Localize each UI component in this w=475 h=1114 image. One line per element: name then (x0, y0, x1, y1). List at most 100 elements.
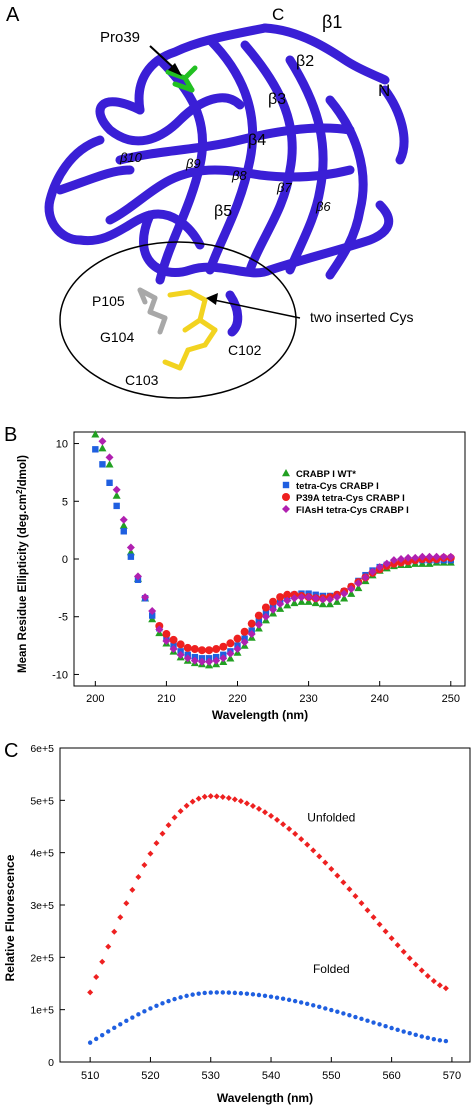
fluorescence-x-tick-label: 570 (443, 1070, 461, 1082)
cd-data-point (226, 654, 235, 662)
fluorescence-data-point (100, 1032, 105, 1038)
fluorescence-data-point (225, 794, 232, 801)
fluorescence-data-point (142, 1009, 147, 1014)
cd-data-point (325, 600, 334, 608)
fluorescence-data-point (322, 859, 329, 866)
label-beta3: β3 (268, 91, 286, 108)
cd-legend-marker (282, 505, 290, 513)
fluorescence-data-point (347, 1013, 352, 1018)
cd-data-point (333, 593, 342, 602)
cd-data-point (162, 630, 171, 639)
fluorescence-data-point (249, 802, 256, 809)
cd-data-point (240, 627, 249, 636)
cd-data-point (233, 645, 242, 654)
fluorescence-data-point (274, 995, 280, 1000)
fluorescence-data-point (335, 1009, 340, 1014)
fluorescence-data-point (341, 1011, 346, 1016)
fluorescence-y-axis-label: Relative Fluorescence (3, 854, 17, 981)
cd-data-point (276, 604, 285, 612)
cd-data-point (283, 601, 292, 609)
cd-data-point (297, 597, 306, 605)
fluorescence-data-point (365, 1018, 370, 1023)
panel-c-fluorescence: C 510 520 530 540 550 560 570 0 1e+5 2e+5 3e+5 4e+5… (0, 740, 475, 1109)
fluorescence-data-point (256, 992, 262, 998)
cd-y-tick-label: -5 (58, 612, 68, 624)
fluorescence-data-point (316, 853, 323, 860)
panel-a-structure: A (0, 0, 475, 400)
label-beta7: β7 (276, 180, 292, 195)
cd-data-point (119, 515, 128, 524)
panel-b-letter: B (4, 424, 18, 446)
fluorescence-data-point (255, 805, 262, 812)
cd-legend-marker (282, 469, 290, 477)
fluorescence-data-point (183, 802, 190, 809)
cd-y-axis-label: Mean Residue Ellipticity (deg.cm2/dmol) (15, 455, 30, 673)
label-two-inserted-cys: two inserted Cys (310, 309, 413, 325)
fluorescence-data-point (412, 961, 419, 968)
cd-data-point (212, 645, 221, 654)
cd-data-point (254, 611, 263, 620)
fluorescence-data-point (286, 825, 293, 832)
fluorescence-x-axis-label: Wavelength (nm) (217, 1091, 313, 1105)
fluorescence-data-point (442, 985, 449, 992)
fluorescence-y-tick-label: 4e+5 (30, 848, 54, 860)
fluorescence-data-point (148, 1006, 153, 1011)
cd-data-point (404, 553, 413, 562)
label-beta6: β6 (315, 199, 331, 214)
fluorescence-data-point (382, 928, 389, 935)
fluorescence-data-point (93, 1036, 99, 1042)
label-n-terminus: N (378, 81, 390, 100)
fluorescence-y-tick-label: 3e+5 (30, 900, 54, 912)
cd-data-point (149, 612, 156, 619)
fluorescence-data-point (286, 997, 292, 1003)
pro39-arrow (149, 45, 177, 71)
fluorescence-data-point (208, 990, 213, 995)
fluorescence-data-point (358, 900, 365, 907)
cd-data-point (183, 643, 192, 652)
fluorescence-data-point (160, 1001, 165, 1006)
cd-y-tick-label: 5 (62, 496, 68, 508)
cd-data-point (340, 589, 349, 598)
cd-data-point (418, 552, 427, 561)
fluorescence-data-point (141, 861, 148, 868)
cd-data-point (197, 646, 206, 655)
cd-x-tick-label: 220 (228, 693, 246, 705)
cd-y-tick-label: -10 (52, 669, 68, 681)
label-g104: G104 (100, 329, 134, 345)
fluorescence-y-tick-label: 0 (48, 1057, 54, 1069)
cd-data-point (205, 646, 214, 655)
fluorescence-series-1 (87, 793, 449, 996)
fluorescence-data-point (268, 994, 274, 999)
cd-data-point (226, 649, 235, 658)
fluorescence-data-point (305, 1001, 310, 1007)
fluorescence-data-point (165, 822, 172, 829)
cd-y-tick-label: 0 (62, 554, 68, 566)
cd-x-axis-label: Wavelength (nm) (212, 708, 308, 722)
cd-data-point (126, 543, 135, 552)
label-beta10: β10 (119, 150, 143, 165)
fluorescence-data-point (310, 847, 317, 854)
fluorescence-data-point (298, 1000, 304, 1005)
cd-data-point (91, 430, 100, 438)
cd-legend-entry: tetra-Cys CRABP I (296, 481, 379, 492)
cd-data-point (169, 645, 178, 654)
pro39-sticks (165, 65, 198, 93)
label-pro39: Pro39 (100, 29, 140, 46)
cd-data-point (375, 563, 384, 572)
fluorescence-plot-frame (59, 747, 471, 1063)
fluorescence-data-point (196, 991, 201, 996)
fluorescence-data-point (237, 798, 244, 805)
cd-data-point (233, 634, 242, 643)
fluorescence-data-point (213, 793, 220, 800)
cd-chart: 200 210 220 230 240 250 10 5 0 -5 -10 CRABP I WT*t… (15, 430, 466, 722)
cd-data-point (340, 594, 349, 602)
fluorescence-data-point (171, 814, 178, 821)
cd-data-point (446, 552, 455, 561)
fluorescence-data-point (425, 1035, 430, 1041)
fluorescence-x-tick-label: 560 (382, 1070, 400, 1082)
cd-data-point (212, 656, 221, 665)
fluorescence-data-point (159, 830, 166, 837)
fluorescence-data-point (201, 793, 208, 800)
fluorescence-data-point (394, 942, 401, 949)
cd-data-point (389, 556, 398, 565)
